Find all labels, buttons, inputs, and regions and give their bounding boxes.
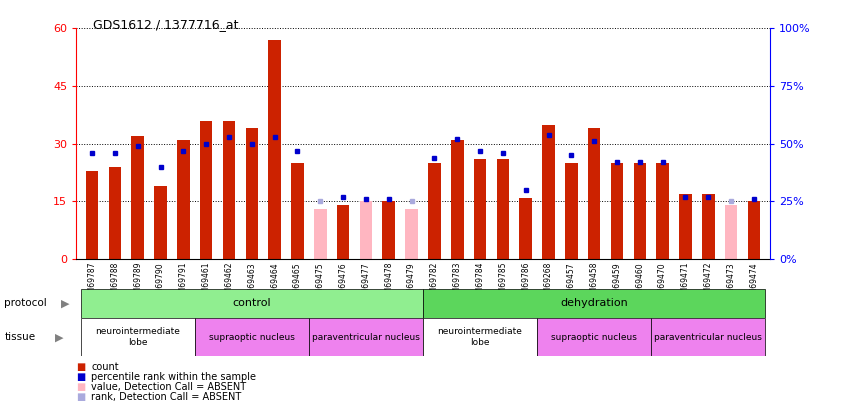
Bar	[656, 163, 669, 259]
Text: count: count	[91, 362, 119, 371]
Bar	[497, 159, 509, 259]
Bar	[519, 198, 532, 259]
Bar	[748, 202, 761, 259]
Bar	[423, 289, 766, 318]
Text: supraoptic nucleus: supraoptic nucleus	[209, 333, 294, 342]
Text: ■: ■	[76, 382, 85, 392]
Bar	[177, 140, 190, 259]
Bar	[651, 318, 766, 356]
Text: paraventricular nucleus: paraventricular nucleus	[654, 333, 762, 342]
Bar	[268, 40, 281, 259]
Text: ■: ■	[76, 392, 85, 402]
Bar	[634, 163, 646, 259]
Bar	[360, 202, 372, 259]
Bar	[679, 194, 692, 259]
Text: ▶: ▶	[61, 298, 69, 308]
Text: dehydration: dehydration	[560, 298, 628, 308]
Bar	[195, 318, 309, 356]
Bar	[423, 318, 537, 356]
Bar	[725, 205, 738, 259]
Text: tissue: tissue	[4, 332, 36, 342]
Text: rank, Detection Call = ABSENT: rank, Detection Call = ABSENT	[91, 392, 242, 402]
Text: control: control	[233, 298, 272, 308]
Text: percentile rank within the sample: percentile rank within the sample	[91, 372, 256, 382]
Bar	[702, 194, 715, 259]
Text: ■: ■	[76, 372, 85, 382]
Bar	[309, 318, 423, 356]
Bar	[565, 163, 578, 259]
Bar	[314, 209, 327, 259]
Bar	[200, 121, 212, 259]
Bar	[542, 125, 555, 259]
Text: neurointermediate
lobe: neurointermediate lobe	[96, 328, 180, 347]
Bar	[428, 163, 441, 259]
Bar	[382, 202, 395, 259]
Bar	[131, 136, 144, 259]
Bar	[80, 289, 423, 318]
Bar	[537, 318, 651, 356]
Bar	[222, 121, 235, 259]
Text: GDS1612 / 1377716_at: GDS1612 / 1377716_at	[93, 18, 239, 31]
Text: protocol: protocol	[4, 298, 47, 308]
Text: ▶: ▶	[55, 332, 63, 342]
Bar	[474, 159, 486, 259]
Bar	[405, 209, 418, 259]
Text: paraventricular nucleus: paraventricular nucleus	[312, 333, 420, 342]
Bar	[337, 205, 349, 259]
Bar	[154, 186, 167, 259]
Bar	[588, 128, 601, 259]
Bar	[451, 140, 464, 259]
Bar	[245, 128, 258, 259]
Bar	[291, 163, 304, 259]
Text: ■: ■	[76, 362, 85, 371]
Bar	[85, 171, 98, 259]
Text: supraoptic nucleus: supraoptic nucleus	[552, 333, 637, 342]
Text: value, Detection Call = ABSENT: value, Detection Call = ABSENT	[91, 382, 246, 392]
Bar	[80, 318, 195, 356]
Bar	[611, 163, 624, 259]
Bar	[108, 167, 121, 259]
Text: neurointermediate
lobe: neurointermediate lobe	[437, 328, 523, 347]
